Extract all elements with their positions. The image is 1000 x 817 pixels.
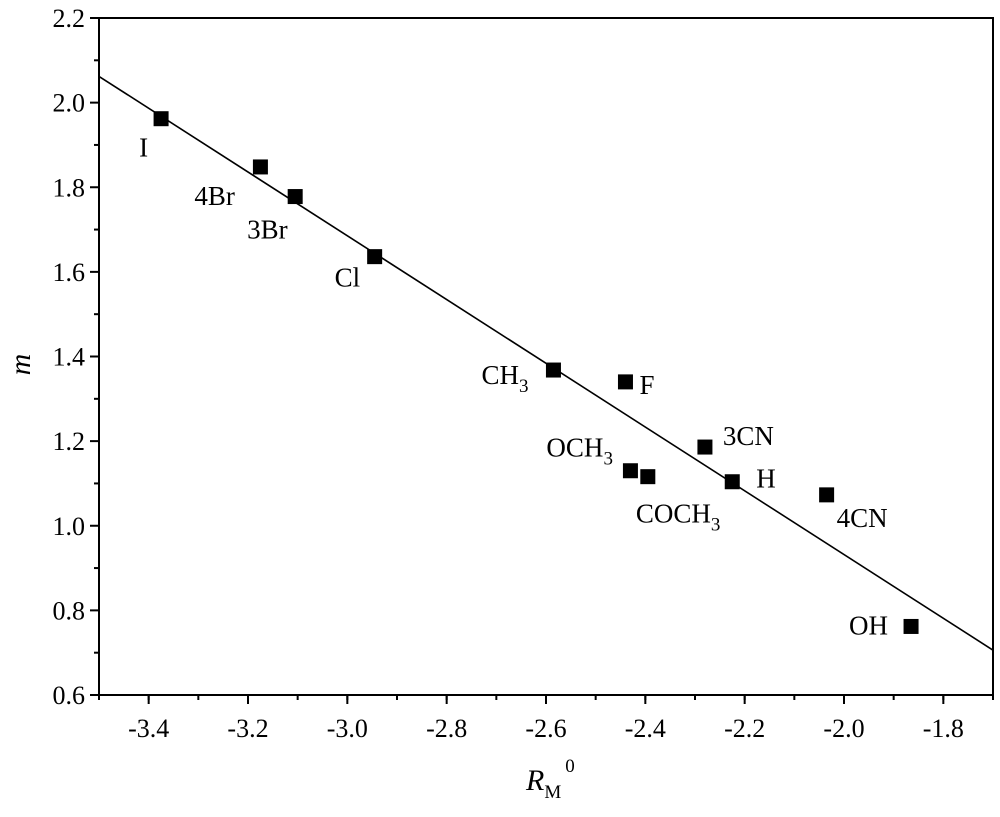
point-label: 4Br <box>194 181 235 211</box>
data-point <box>153 111 169 127</box>
y-tick-label: 2.2 <box>53 4 86 33</box>
x-axis-title-sup: 0 <box>565 756 575 777</box>
data-point <box>640 469 656 485</box>
data-point <box>724 474 740 490</box>
y-tick-label: 0.6 <box>53 681 86 710</box>
y-tick-label: 2.0 <box>53 89 86 118</box>
point-label-text: COCH <box>636 499 711 529</box>
data-point <box>287 189 303 205</box>
x-tick-label: -2.6 <box>525 714 566 743</box>
point-label: COCH3 <box>636 499 721 536</box>
point-label: CH3 <box>481 360 528 397</box>
point-label-text: I <box>139 133 148 163</box>
data-point <box>819 487 835 503</box>
data-point <box>252 159 268 175</box>
point-label-subscript: 3 <box>603 449 613 470</box>
y-tick-label: 1.0 <box>53 512 86 541</box>
point-label-text: OCH <box>546 433 603 463</box>
point-label-text: H <box>756 464 776 494</box>
x-tick-label: -3.2 <box>227 714 268 743</box>
point-label: 3Br <box>247 215 288 245</box>
data-point <box>617 374 633 390</box>
x-tick-label: -2.4 <box>625 714 666 743</box>
point-label-subscript: 3 <box>711 515 721 536</box>
point-label: F <box>639 370 654 400</box>
x-tick-label: -2.0 <box>823 714 864 743</box>
x-tick-label: -1.8 <box>923 714 964 743</box>
point-label: H <box>756 464 776 494</box>
data-point <box>545 362 561 378</box>
x-axis-title-main: R <box>525 764 544 797</box>
data-point <box>622 463 638 479</box>
plot-border <box>98 17 994 696</box>
data-points <box>153 111 919 634</box>
y-axis-title: m <box>4 354 37 376</box>
x-tick-label: -2.8 <box>426 714 467 743</box>
x-tick-label: -3.4 <box>128 714 169 743</box>
x-axis-title-sub: M <box>544 782 561 803</box>
point-label: Cl <box>335 263 361 293</box>
y-tick-label: 1.4 <box>53 343 86 372</box>
point-label: OCH3 <box>546 433 613 470</box>
point-label-text: 3CN <box>723 421 774 451</box>
point-label-text: 3Br <box>247 215 288 245</box>
point-label-text: Cl <box>335 263 361 293</box>
data-point <box>697 439 713 455</box>
point-label: 4CN <box>837 503 888 533</box>
point-label-subscript: 3 <box>519 376 529 397</box>
axis-ticks: -3.4 -3.2 -3.0 -2.8 -2.6 -2.4 -2.2 -2.0 -1.8 0.6 0… <box>53 4 994 743</box>
y-tick-label: 1.2 <box>53 427 86 456</box>
point-label-text: 4CN <box>837 503 888 533</box>
data-point <box>367 249 383 265</box>
data-point <box>903 618 919 634</box>
point-label: OH <box>849 610 888 640</box>
y-tick-label: 1.6 <box>53 258 86 287</box>
point-label-text: F <box>639 370 654 400</box>
point-label: 3CN <box>723 421 774 451</box>
point-label-text: OH <box>849 610 888 640</box>
x-axis-title: RM0 <box>525 756 575 803</box>
point-label-text: 4Br <box>194 181 235 211</box>
x-tick-label: -3.0 <box>327 714 368 743</box>
point-label-text: CH <box>481 360 519 390</box>
y-tick-label: 0.8 <box>53 596 86 625</box>
point-label: I <box>139 133 148 163</box>
y-tick-label: 1.8 <box>53 173 86 202</box>
plot-frame <box>98 17 994 696</box>
x-tick-label: -2.2 <box>724 714 765 743</box>
